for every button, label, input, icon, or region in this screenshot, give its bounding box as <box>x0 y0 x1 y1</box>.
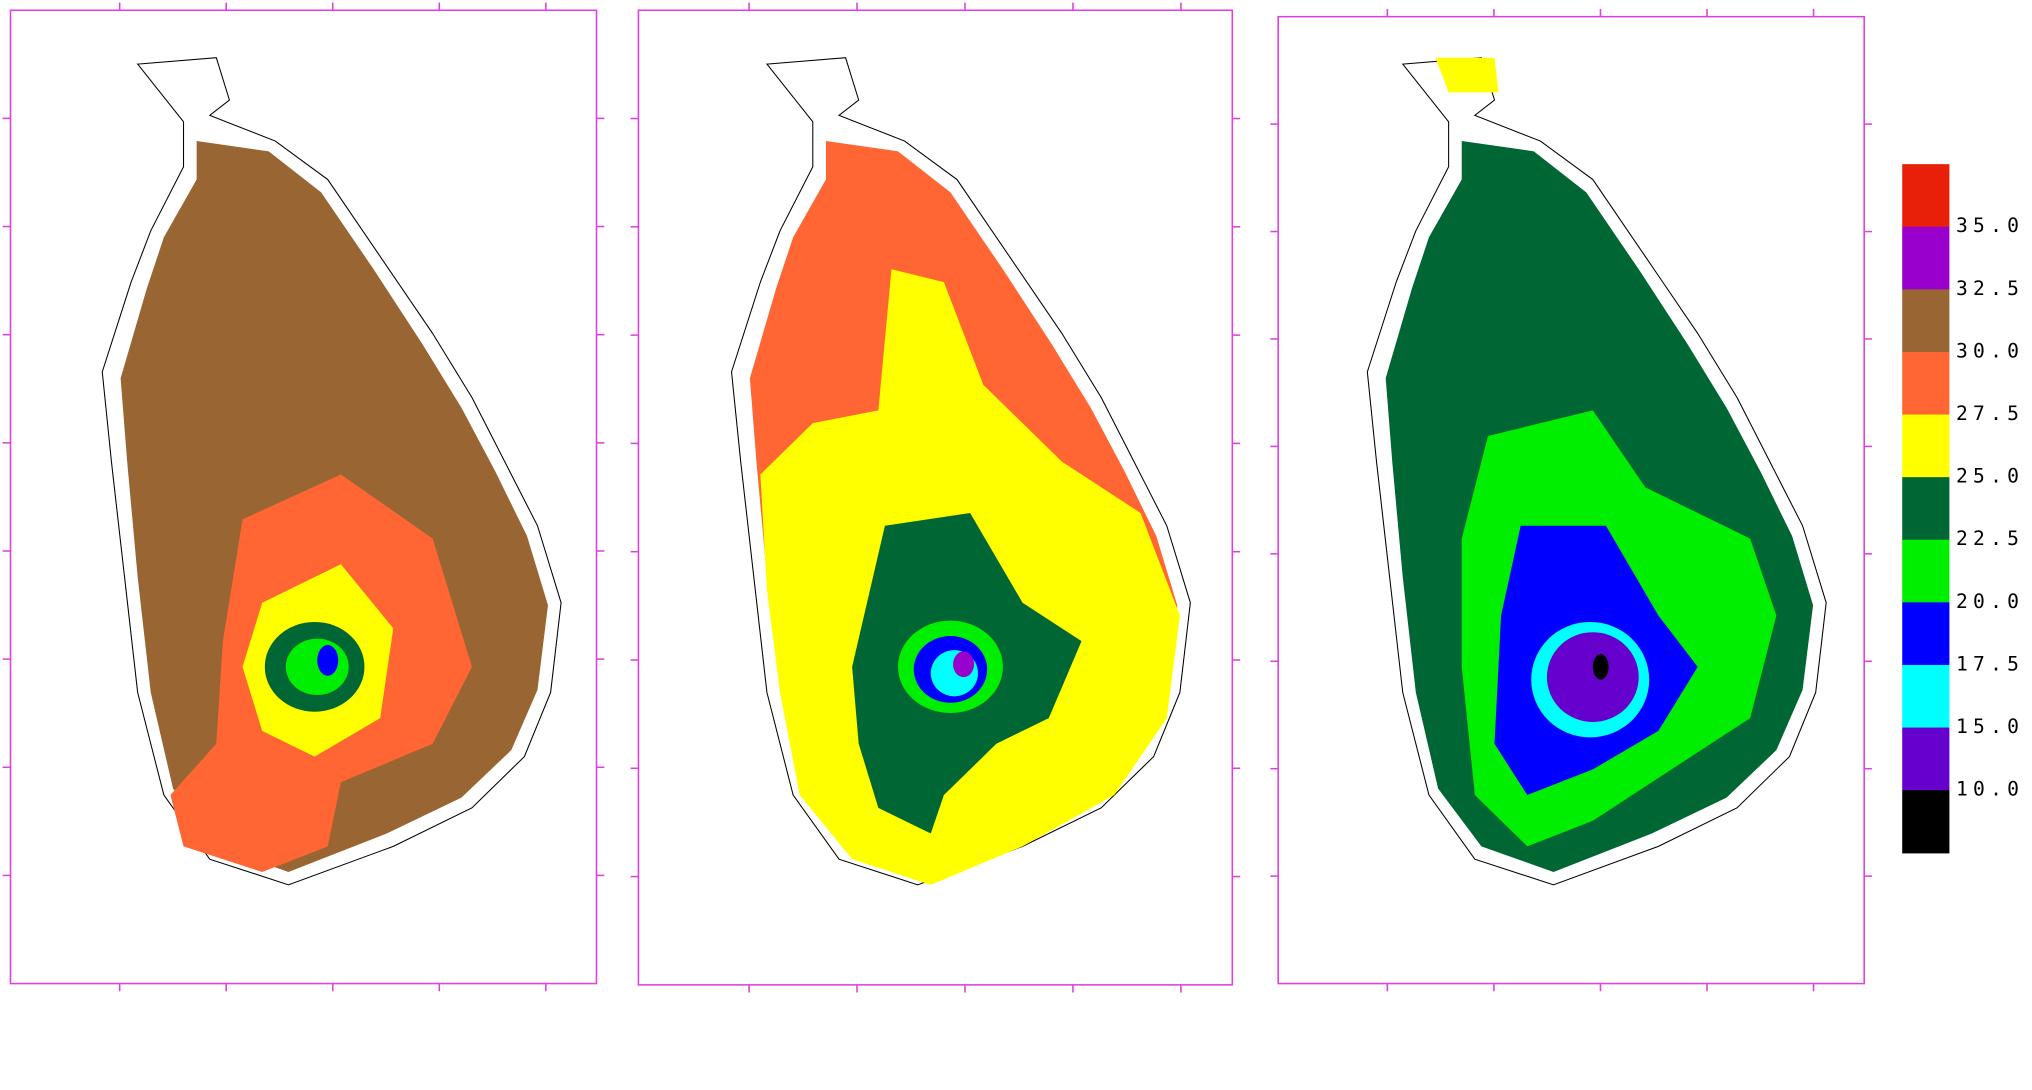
legend-swatch <box>1902 664 1950 729</box>
map-panel <box>1277 15 1865 985</box>
legend-swatch <box>1902 164 1950 228</box>
legend-swatch <box>1902 351 1950 416</box>
legend-swatch <box>1902 477 1950 541</box>
zone <box>285 638 349 696</box>
legend-label: 35.0 <box>1956 214 2024 237</box>
legend-label: 22.5 <box>1956 527 2024 550</box>
legend-swatch <box>1902 539 1950 603</box>
legend-label: 30.0 <box>1956 340 2024 363</box>
frame <box>1277 15 1865 985</box>
zone <box>1435 57 1499 93</box>
legend-swatch <box>1902 790 1950 854</box>
legend-swatch <box>1902 727 1950 791</box>
frame <box>9 9 598 985</box>
zone <box>1546 632 1639 722</box>
frame <box>637 9 1234 986</box>
legend-swatch <box>1902 289 1950 353</box>
map-panel <box>637 9 1234 986</box>
legend-label: 25.0 <box>1956 465 2024 488</box>
legend-label: 17.5 <box>1956 653 2024 676</box>
legend-swatch <box>1902 602 1950 666</box>
map-panel <box>9 9 598 985</box>
legend: 35.0 32.5 30.0 27.5 25.0 22.5 20.0 17.5 15.0 10.0 <box>1902 164 2024 854</box>
legend-label: 32.5 <box>1956 277 2024 300</box>
zone <box>317 645 339 676</box>
legend-swatch <box>1902 226 1950 290</box>
ticks <box>2 2 1873 993</box>
legend-label: 20.0 <box>1956 590 2024 613</box>
legend-label: 27.5 <box>1956 402 2024 425</box>
zone <box>1592 654 1609 680</box>
legend-label: 10.0 <box>1956 778 2024 801</box>
legend-swatch <box>1902 414 1950 478</box>
zone <box>953 651 975 678</box>
legend-label: 15.0 <box>1956 715 2024 738</box>
